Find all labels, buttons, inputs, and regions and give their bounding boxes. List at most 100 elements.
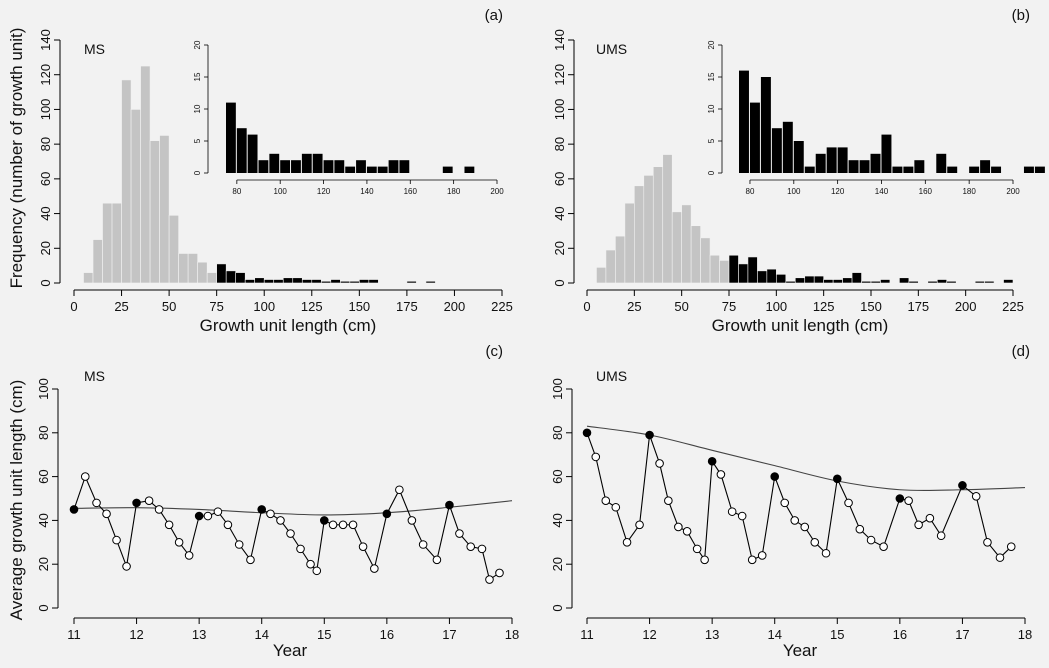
panel-b-inset-x-tick-label: 180 bbox=[962, 187, 976, 196]
panel-a-bar-gray bbox=[130, 109, 141, 284]
panel-b-bar-black bbox=[766, 268, 777, 284]
panel-c-x-tick-label: 11 bbox=[67, 627, 81, 642]
panel-b-x-tick-label: 225 bbox=[1002, 299, 1024, 314]
panel-a-inset-bar bbox=[345, 166, 356, 173]
panel-a-bar-black bbox=[320, 280, 332, 284]
panel-b-inset-y-tick-label: 15 bbox=[707, 72, 716, 81]
panel-a-x-tick-label: 200 bbox=[444, 299, 466, 314]
panel-b-inset-bar bbox=[980, 160, 991, 173]
panel-a-bar-black bbox=[254, 277, 265, 284]
panel-a-bar-black bbox=[311, 279, 322, 284]
panel-b: (b) UMS Growth unit length (cm) 0 25 50 75 1… bbox=[552, 7, 1045, 335]
panel-d-point-open bbox=[780, 498, 790, 508]
panel-c-point-filled bbox=[445, 500, 454, 510]
panel-a-bar-black bbox=[340, 280, 351, 284]
panel-d-point-open bbox=[790, 516, 800, 525]
panel-c-x-tick-label: 13 bbox=[192, 627, 206, 642]
panel-b-inset-bar bbox=[1023, 166, 1034, 173]
panel-b-bar-black bbox=[804, 275, 815, 284]
panel-d-point-open bbox=[821, 548, 831, 558]
panel-a-x-tick-label: 25 bbox=[114, 299, 128, 314]
panel-d-point-open bbox=[936, 531, 946, 541]
panel-d-y-tick-label: 40 bbox=[550, 513, 565, 527]
panel-b-bar-black bbox=[899, 277, 910, 284]
panel-d-letter: (d) bbox=[1012, 343, 1030, 360]
panel-a-inset-bar bbox=[247, 134, 258, 173]
panel-c-y-tick-label: 100 bbox=[36, 378, 51, 400]
panel-d-point-open bbox=[971, 492, 981, 501]
panel-c-point-open bbox=[432, 555, 442, 565]
panel-a-bar-black bbox=[292, 277, 303, 284]
panel-b-bar-black bbox=[747, 256, 758, 284]
panel-d-point-open bbox=[737, 511, 747, 521]
panel-c-point-open bbox=[246, 555, 255, 565]
panel-c-y-tick-label: 80 bbox=[36, 426, 51, 440]
panel-b-inset-bar bbox=[936, 153, 947, 173]
panel-a-bar-black bbox=[301, 279, 313, 284]
panel-b-x-tick-label: 200 bbox=[955, 299, 977, 314]
panel-b-x-tick-label: 150 bbox=[860, 299, 882, 314]
panel-a-inset-x-tick-label: 100 bbox=[274, 187, 288, 196]
panel-c-x-tick-label: 18 bbox=[505, 627, 519, 642]
panel-a-bar-gray bbox=[206, 272, 217, 284]
panel-a-inset-bar bbox=[464, 166, 475, 173]
panel-a-inset-bar bbox=[236, 128, 247, 173]
panel-a-xlabel: Growth unit length (cm) bbox=[200, 316, 377, 335]
panel-c-point-open bbox=[306, 559, 315, 569]
panel-c-point-open bbox=[495, 568, 504, 578]
panel-d-point-open bbox=[635, 520, 644, 530]
panel-c-y-tick-label: 40 bbox=[36, 513, 51, 527]
panel-b-bar-gray bbox=[690, 225, 701, 284]
panel-c-point-open bbox=[154, 505, 164, 514]
panel-b-y-tick-label: 120 bbox=[552, 64, 567, 86]
panel-b-inset-bar bbox=[837, 147, 848, 173]
panel-d-series-line bbox=[586, 432, 1012, 562]
panel-d-trend-line bbox=[586, 425, 1026, 492]
panel-d-point-open bbox=[622, 538, 632, 547]
panel-c-y-tick-label: 20 bbox=[36, 557, 51, 571]
panel-b-bar-black bbox=[785, 280, 796, 284]
panel-a-inset-bar bbox=[356, 160, 366, 173]
panel-b-bar-gray bbox=[652, 166, 664, 284]
panel-a-x-tick-label: 225 bbox=[491, 299, 513, 314]
panel-a-letter: (a) bbox=[485, 7, 503, 24]
panel-b-bar-black bbox=[832, 279, 843, 284]
panel-b-x-tick-label: 125 bbox=[813, 299, 835, 314]
panel-d-x-tick-label: 14 bbox=[767, 627, 781, 642]
panel-c-x-tick-label: 17 bbox=[442, 627, 456, 642]
panel-b-y-tick-label: 140 bbox=[552, 29, 567, 51]
panel-c-point-open bbox=[455, 529, 464, 538]
panel-a-bar-gray bbox=[149, 140, 160, 284]
panel-a-y-tick-label: 120 bbox=[38, 64, 53, 86]
panel-b-bar-gray bbox=[709, 254, 720, 284]
panel-d-point-filled bbox=[895, 494, 905, 503]
panel-b-bar-black bbox=[728, 254, 739, 284]
panel-a-bar-gray bbox=[187, 253, 198, 284]
panel-a-x-tick-label: 175 bbox=[396, 299, 418, 314]
panel-d-point-open bbox=[700, 555, 709, 565]
panel-b-bar-black bbox=[984, 280, 995, 284]
panel-d-point-filled bbox=[645, 430, 654, 440]
panel-a-bar-black bbox=[368, 279, 379, 284]
panel-c-point-open bbox=[395, 485, 404, 495]
panel-c-point-open bbox=[370, 564, 379, 573]
panel-b-y-tick-label: 80 bbox=[552, 137, 567, 151]
panel-a-inset-bar bbox=[312, 153, 323, 173]
panel-d-point-open bbox=[995, 553, 1005, 562]
panel-a-inset-bar bbox=[323, 160, 334, 173]
panel-b-bar-black bbox=[794, 277, 806, 284]
panel-a-y-tick-label: 100 bbox=[38, 99, 53, 121]
panel-c-point-open bbox=[234, 540, 244, 549]
panel-b-bar-black bbox=[946, 280, 957, 284]
panel-b-bar-black bbox=[842, 277, 853, 284]
panel-c-point-open bbox=[286, 529, 295, 538]
panel-a-y-tick-label: 60 bbox=[38, 172, 53, 186]
panel-a-bar-black bbox=[216, 263, 227, 284]
panel-b-inset-bar bbox=[903, 166, 914, 173]
panel-b-inset-x-tick-label: 120 bbox=[831, 187, 845, 196]
panel-c-point-open bbox=[358, 542, 368, 551]
panel-a-inset-bar bbox=[258, 160, 269, 173]
panel-c-point-filled bbox=[319, 516, 329, 525]
panel-c-point-filled bbox=[132, 498, 141, 508]
